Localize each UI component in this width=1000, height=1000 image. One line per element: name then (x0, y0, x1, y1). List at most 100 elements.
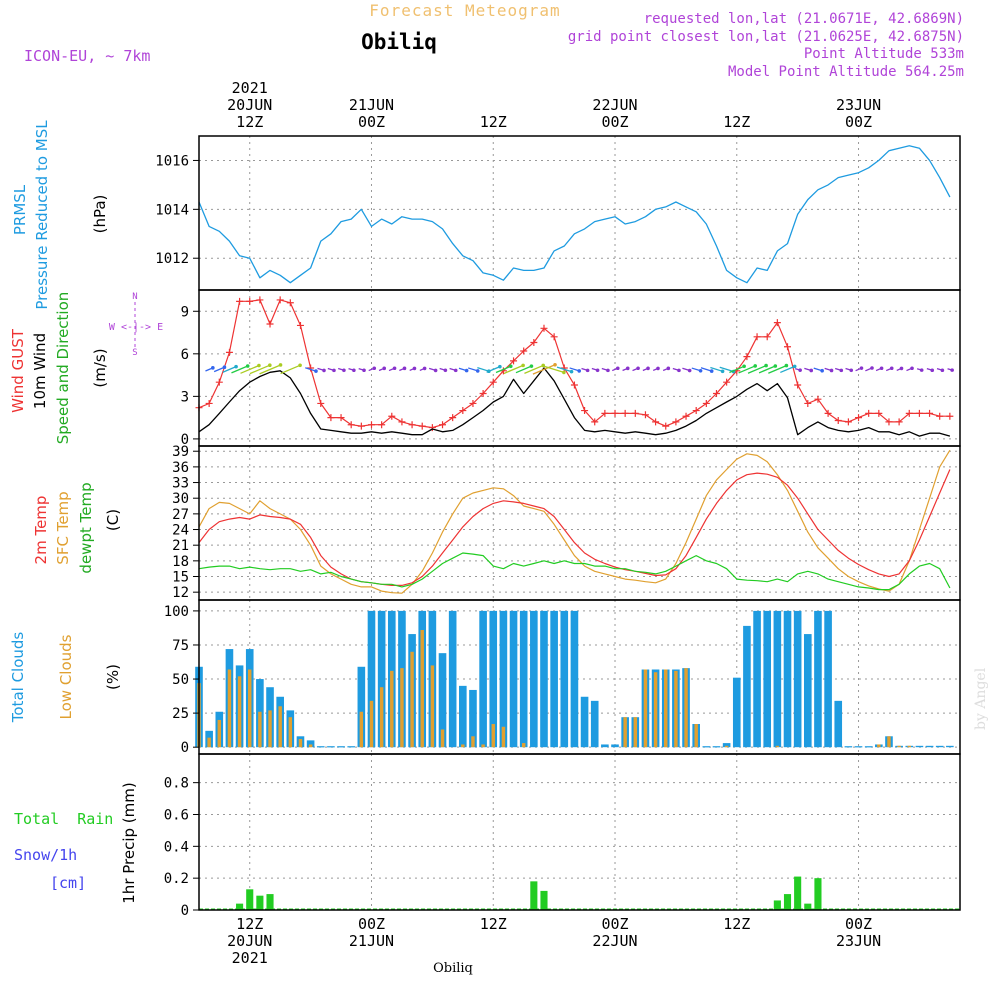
wind-arrow-head (646, 366, 650, 371)
frames-layer (198, 135, 961, 911)
bottom-time-tick-label: 23JUN (836, 932, 881, 950)
precip-frame (198, 753, 961, 911)
low-cloud-bar (278, 706, 282, 748)
wind-arrow-head (443, 368, 448, 373)
total-cloud-bar (803, 634, 812, 748)
pressure-ytick-label: 1012 (155, 251, 189, 267)
bottom-time-tick-label: 12Z (236, 915, 263, 933)
dewpoint-line (198, 552, 951, 591)
gust-marker (296, 321, 304, 329)
gust-marker (915, 409, 923, 417)
gust-marker (418, 422, 426, 430)
low-cloud-bar (248, 669, 252, 748)
total-cloud-bar (347, 746, 356, 748)
wind-unit: (m/s) (91, 348, 109, 387)
gust-marker (692, 407, 700, 415)
low-cloud-bar (288, 717, 293, 748)
wind-direction-arrow (544, 365, 565, 374)
wind-direction-arrow (532, 364, 556, 375)
gust-marker (469, 399, 477, 407)
total-cloud-bar (448, 610, 457, 748)
wind-arrow-head (656, 366, 660, 371)
cloud-label-low: Low Clouds (57, 634, 75, 719)
total-cloud-bar (560, 610, 569, 748)
wind-arrow-head (298, 363, 302, 368)
wind-direction-arrow (486, 366, 501, 373)
footer-station: Obiliq (433, 961, 473, 976)
total-cloud-bar (509, 610, 518, 748)
gust-marker (286, 299, 294, 307)
total-cloud-bar (438, 653, 447, 748)
low-cloud-bar (674, 670, 678, 748)
gust-marker (834, 416, 842, 424)
gust-marker (885, 418, 893, 426)
wind-direction-arrow (495, 365, 512, 374)
pressure-frame (198, 135, 961, 291)
cloud-labels: Total Clouds Low Clouds (%) (9, 632, 122, 724)
total-cloud-bar (753, 610, 761, 748)
wind-arrow-head (268, 363, 272, 368)
wind-arrow-head (541, 363, 546, 368)
wind-arrow-head (453, 368, 458, 373)
total-cloud-bar (773, 610, 782, 748)
temp-labels: 2m Temp SFC Temp dewpt Temp (C) (32, 482, 122, 573)
low-cloud-bar (623, 717, 627, 748)
low-cloud-bar (684, 668, 688, 748)
temp-ytick-label: 30 (172, 491, 189, 507)
wind-direction-arrow (768, 365, 787, 374)
wind-arrow-head (606, 368, 610, 373)
gust-marker (388, 412, 396, 420)
gust-marker (804, 399, 812, 407)
gust-marker (489, 378, 497, 386)
wind-direction-arrow (477, 367, 490, 372)
wind-direction-arrow (259, 364, 281, 375)
total-cloud-bar (834, 700, 843, 748)
total-cloud-bar (935, 745, 944, 748)
precip-ytick-label: 0 (181, 903, 189, 919)
wind-arrow-head (234, 364, 238, 369)
wind-direction-arrow (222, 366, 237, 373)
top-time-tick-label: 21JUN (349, 96, 394, 114)
wind-arrow-head (211, 366, 215, 370)
wind-arrow-head (677, 368, 681, 373)
wind-arrow-head (278, 363, 283, 367)
wind-arrow-head (322, 368, 326, 373)
top-time-tick-label: 20JUN (227, 96, 272, 114)
low-cloud-bar (400, 668, 404, 748)
gust-marker (276, 296, 284, 304)
bottom-time-tick-label: 22JUN (592, 932, 637, 950)
low-cloud-bar (237, 676, 242, 748)
wind-arrow-head (709, 369, 714, 373)
gust-marker (631, 409, 639, 417)
wind-arrow-head (636, 366, 640, 371)
wind-arrow-head (687, 368, 692, 373)
wind-arrow-head (798, 368, 802, 372)
total-cloud-bar (580, 696, 589, 748)
temp-ytick-label: 36 (172, 460, 189, 476)
low-cloud-bar (633, 717, 638, 748)
wind-arrow-head (919, 368, 924, 372)
low-cloud-bar (369, 700, 374, 748)
top-time-tick-label: 23JUN (836, 96, 881, 114)
temp-ytick-label: 24 (172, 523, 189, 539)
wind-arrow-head (625, 366, 630, 371)
clouds-ytick-label: 100 (164, 604, 189, 620)
gust-marker (327, 414, 335, 422)
clouds-frame (198, 599, 961, 755)
total-cloud-bar (793, 610, 802, 748)
precip-ytick-label: 0.2 (164, 871, 189, 887)
gust-marker (398, 418, 406, 426)
wind-ytick-label: 3 (181, 389, 189, 405)
pressure-labels: PRMSL Pressure Reduced to MSL (hPa) (11, 120, 109, 310)
point-altitude: Point Altitude 533m (804, 46, 964, 62)
total-cloud-bar (814, 610, 822, 748)
wind-arrow-head (950, 368, 954, 372)
bottom-time-tick-label: 00Z (358, 915, 385, 933)
rain-bar (540, 890, 548, 910)
total-cloud-bar (611, 744, 619, 748)
gust-marker (560, 364, 568, 372)
pressure-ytick-label: 1014 (155, 202, 189, 218)
wind-label-dir: Speed and Direction (54, 292, 72, 445)
wind-direction-arrow (213, 366, 225, 373)
